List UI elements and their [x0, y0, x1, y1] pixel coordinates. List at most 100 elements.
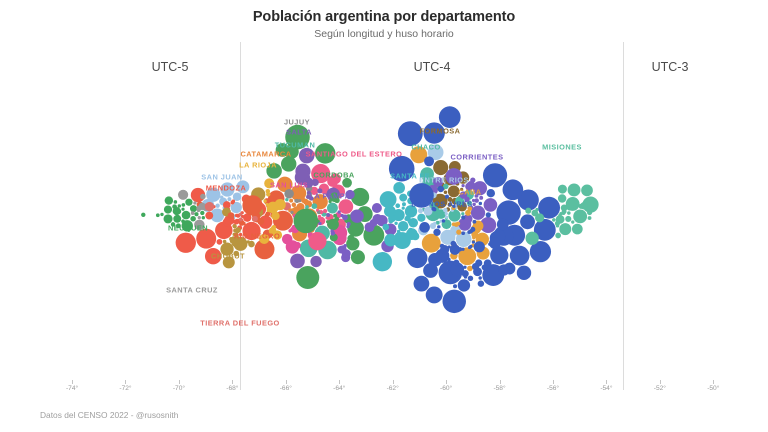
bubble[interactable]	[327, 176, 339, 187]
bubble[interactable]	[427, 144, 444, 161]
bubble[interactable]	[465, 209, 472, 216]
bubble[interactable]	[342, 177, 352, 188]
bubble[interactable]	[242, 221, 261, 241]
bubble[interactable]	[409, 183, 434, 208]
bubble[interactable]	[238, 212, 243, 216]
bubble[interactable]	[383, 205, 396, 218]
bubble[interactable]	[463, 275, 468, 279]
bubble[interactable]	[479, 195, 484, 200]
bubble[interactable]	[478, 276, 482, 280]
bubble[interactable]	[490, 246, 509, 265]
bubble[interactable]	[220, 195, 224, 199]
bubble[interactable]	[277, 176, 293, 193]
bubble[interactable]	[437, 185, 444, 193]
bubble[interactable]	[323, 208, 328, 214]
bubble[interactable]	[240, 214, 245, 219]
bubble[interactable]	[538, 196, 561, 219]
bubble[interactable]	[216, 238, 223, 245]
bubble[interactable]	[257, 217, 265, 225]
bubble[interactable]	[227, 197, 232, 202]
bubble[interactable]	[200, 193, 206, 200]
bubble[interactable]	[458, 247, 477, 266]
bubble[interactable]	[346, 225, 350, 229]
bubble[interactable]	[347, 234, 355, 242]
bubble[interactable]	[315, 143, 336, 164]
bubble[interactable]	[559, 223, 572, 236]
bubble[interactable]	[326, 202, 338, 214]
bubble[interactable]	[470, 205, 486, 220]
bubble[interactable]	[181, 207, 185, 211]
bubble[interactable]	[463, 265, 467, 269]
bubble[interactable]	[263, 199, 267, 203]
bubble[interactable]	[453, 259, 460, 267]
bubble[interactable]	[455, 196, 465, 206]
bubble[interactable]	[235, 227, 241, 233]
bubble[interactable]	[285, 124, 310, 150]
bubble[interactable]	[163, 205, 173, 214]
bubble[interactable]	[397, 220, 409, 232]
bubble[interactable]	[447, 245, 451, 249]
bubble[interactable]	[160, 212, 164, 217]
bubble[interactable]	[307, 231, 313, 237]
bubble[interactable]	[473, 241, 485, 253]
bubble[interactable]	[520, 214, 535, 230]
bubble[interactable]	[478, 201, 483, 206]
bubble[interactable]	[163, 214, 173, 224]
bubble[interactable]	[471, 198, 476, 203]
bubble[interactable]	[455, 231, 472, 247]
bubble[interactable]	[243, 213, 252, 222]
bubble[interactable]	[194, 219, 205, 231]
bubble[interactable]	[461, 247, 465, 251]
bubble[interactable]	[445, 168, 463, 185]
bubble[interactable]	[443, 207, 448, 213]
bubble[interactable]	[509, 245, 530, 266]
bubble[interactable]	[326, 220, 330, 224]
bubble[interactable]	[471, 262, 480, 271]
bubble[interactable]	[408, 217, 419, 228]
bubble[interactable]	[433, 228, 441, 236]
bubble[interactable]	[502, 179, 524, 201]
bubble[interactable]	[242, 195, 263, 216]
bubble[interactable]	[421, 233, 441, 253]
bubble[interactable]	[190, 215, 196, 222]
bubble[interactable]	[232, 224, 237, 229]
bubble[interactable]	[394, 221, 398, 225]
bubble[interactable]	[164, 196, 174, 205]
bubble[interactable]	[284, 189, 294, 199]
bubble[interactable]	[461, 215, 466, 220]
bubble[interactable]	[220, 242, 234, 256]
bubble[interactable]	[310, 255, 322, 268]
bubble[interactable]	[227, 212, 235, 219]
bubble[interactable]	[467, 245, 472, 250]
bubble[interactable]	[401, 206, 405, 210]
bubble[interactable]	[472, 235, 476, 240]
bubble[interactable]	[204, 247, 222, 265]
bubble[interactable]	[297, 199, 302, 203]
bubble[interactable]	[457, 279, 471, 292]
bubble[interactable]	[467, 265, 473, 272]
bubble[interactable]	[461, 212, 465, 216]
bubble[interactable]	[413, 275, 430, 292]
bubble[interactable]	[461, 231, 466, 236]
bubble[interactable]	[456, 221, 461, 226]
bubble[interactable]	[284, 144, 299, 159]
bubble[interactable]	[388, 155, 415, 182]
bubble[interactable]	[450, 262, 465, 277]
bubble[interactable]	[533, 218, 556, 241]
bubble[interactable]	[443, 190, 448, 194]
bubble[interactable]	[343, 244, 347, 248]
bubble[interactable]	[552, 218, 556, 222]
bubble[interactable]	[204, 201, 215, 212]
bubble[interactable]	[232, 232, 236, 236]
bubble[interactable]	[486, 189, 495, 198]
bubble[interactable]	[417, 208, 424, 214]
bubble[interactable]	[175, 223, 181, 229]
bubble[interactable]	[233, 219, 239, 225]
bubble[interactable]	[561, 209, 567, 215]
bubble[interactable]	[290, 210, 294, 214]
bubble[interactable]	[482, 163, 508, 188]
bubble[interactable]	[350, 187, 370, 207]
bubble[interactable]	[173, 200, 178, 204]
bubble[interactable]	[560, 204, 568, 212]
bubble[interactable]	[439, 219, 443, 223]
